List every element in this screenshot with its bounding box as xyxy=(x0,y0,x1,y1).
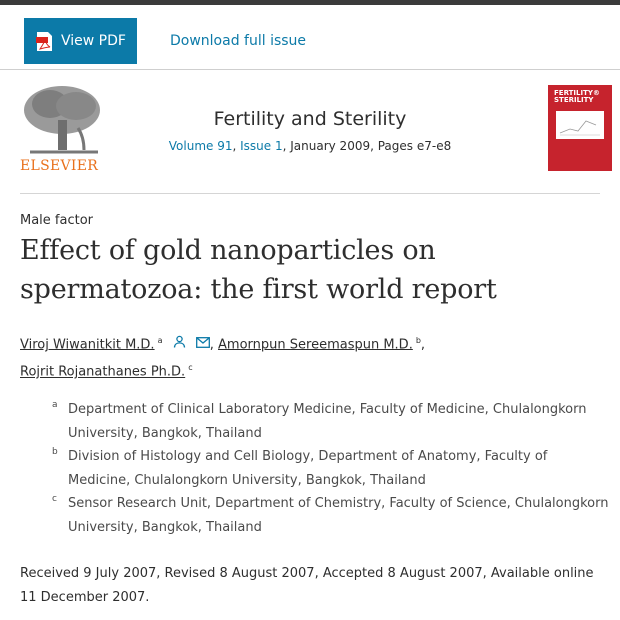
author-sup-3: c xyxy=(188,363,193,373)
issue-info: Volume 91, Issue 1, January 2009, Pages … xyxy=(0,139,620,153)
journal-title-link[interactable]: Fertility and Sterility xyxy=(213,108,407,130)
pdf-icon xyxy=(36,31,53,52)
affiliation-text: Department of Clinical Laboratory Medici… xyxy=(68,402,587,441)
mail-icon[interactable] xyxy=(195,333,210,356)
person-icon[interactable] xyxy=(173,333,186,356)
issue-comma: , xyxy=(232,139,241,153)
journal-cover-image[interactable]: FERTILITY® STERILITY xyxy=(548,85,612,171)
article-toolbar: View PDF Download full issue xyxy=(0,5,620,67)
cover-figure xyxy=(556,111,604,139)
download-issue-link[interactable]: Download full issue xyxy=(170,33,307,49)
affiliation-c: c Sensor Research Unit, Department of Ch… xyxy=(20,492,610,539)
header-divider xyxy=(20,193,600,194)
issue-link[interactable]: Issue 1 xyxy=(240,139,283,153)
top-border xyxy=(0,0,620,5)
volume-link[interactable]: Volume 91 xyxy=(168,139,233,153)
view-pdf-label: View PDF xyxy=(61,33,126,49)
cover-title-line1: FERTILITY® xyxy=(554,89,600,97)
affiliation-text: Sensor Research Unit, Department of Chem… xyxy=(68,496,609,535)
author-sep-1: , xyxy=(209,337,219,353)
cover-title-line2: STERILITY xyxy=(554,96,594,104)
article-title: Effect of gold nanoparticles on spermato… xyxy=(20,235,497,305)
affiliation-b: b Division of Histology and Cell Biology… xyxy=(20,445,610,492)
author-sep-2: , xyxy=(420,337,426,353)
affiliation-a: a Department of Clinical Laboratory Medi… xyxy=(20,398,610,445)
article-section-label: Male factor xyxy=(20,213,94,228)
affiliation-list: a Department of Clinical Laboratory Medi… xyxy=(20,398,610,539)
affiliation-label: b xyxy=(52,447,58,457)
article-history-dates: Received 9 July 2007, Revised 8 August 2… xyxy=(20,566,594,605)
author-list: Viroj Wiwanitkit M.D. a , Amornpun Sereem… xyxy=(20,329,580,384)
journal-header: ELSEVIER Fertility and Sterility Volume … xyxy=(0,82,620,192)
view-pdf-button[interactable]: View PDF xyxy=(24,18,137,64)
author-sup-2: b xyxy=(415,336,421,345)
issue-details: , January 2009, Pages e7-e8 xyxy=(282,139,452,153)
affiliation-label: a xyxy=(52,400,58,410)
author-sup-1: a xyxy=(157,336,163,345)
affiliation-label: c xyxy=(52,494,57,504)
author-link-2[interactable]: Amornpun Sereemaspun M.D. xyxy=(218,337,413,353)
affiliation-text: Division of Histology and Cell Biology, … xyxy=(68,449,548,488)
elsevier-wordmark: ELSEVIER xyxy=(20,158,99,174)
toolbar-divider xyxy=(0,69,620,70)
cover-title: FERTILITY® STERILITY xyxy=(554,90,600,104)
elsevier-tree-logo[interactable] xyxy=(20,84,104,176)
author-link-3[interactable]: Rojrit Rojanathanes Ph.D. xyxy=(20,364,186,380)
author-link-1[interactable]: Viroj Wiwanitkit M.D. xyxy=(20,337,155,353)
